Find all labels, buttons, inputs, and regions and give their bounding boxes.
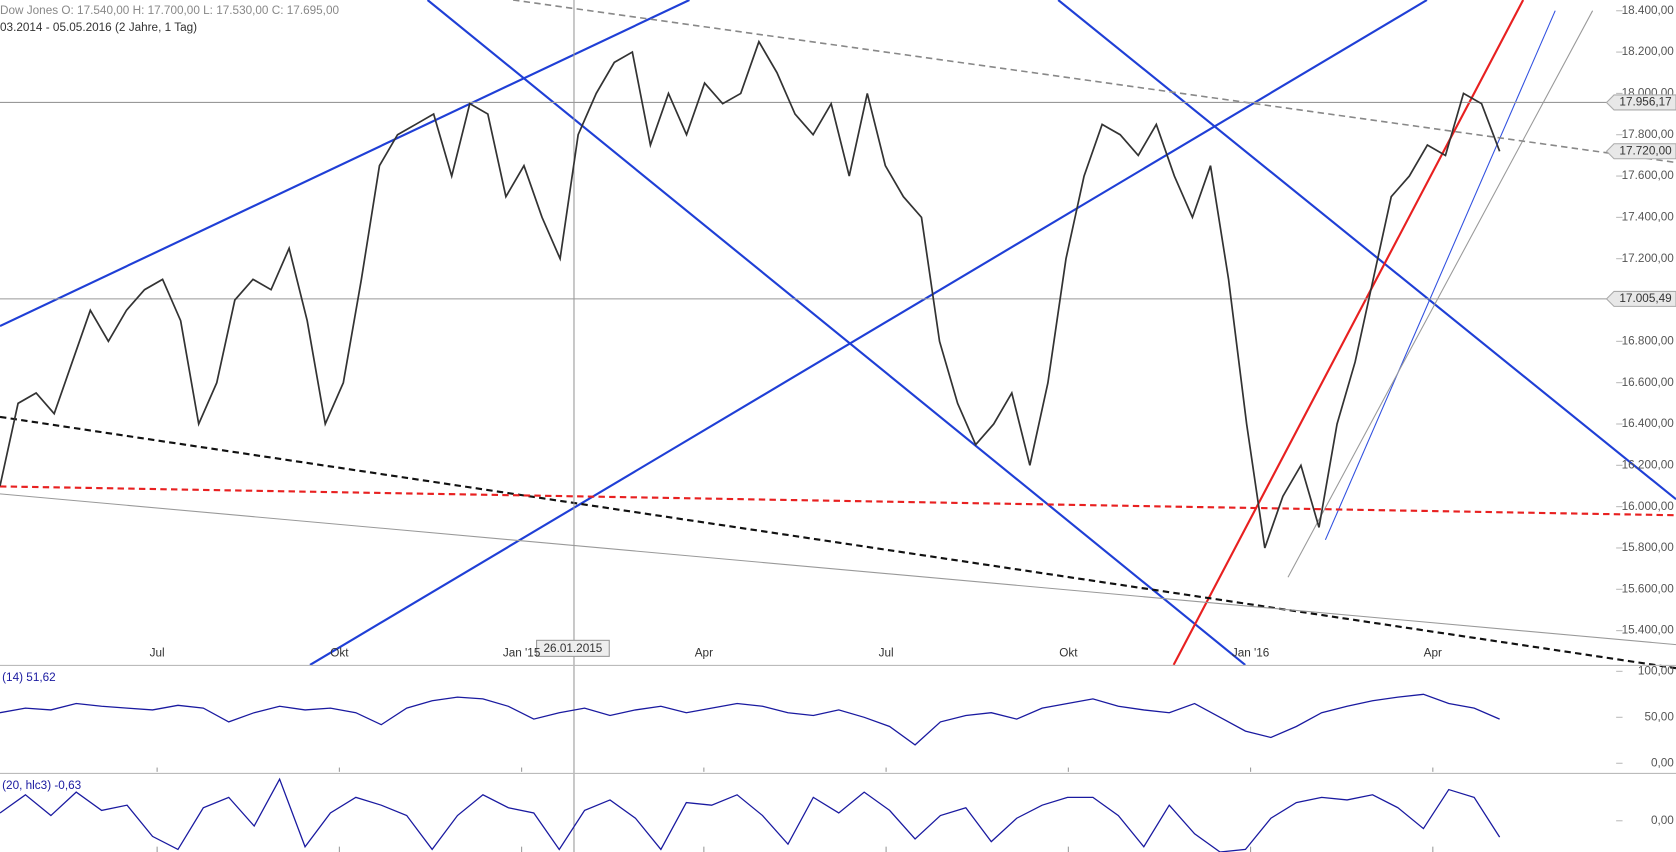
level-label: 17.720,00 xyxy=(1619,144,1672,157)
axis: 0,00 50,00 100,00 xyxy=(1616,664,1674,769)
level-label: 17.005,49 xyxy=(1619,292,1671,305)
y-tick-label: 16.000,00 xyxy=(1622,500,1675,513)
y-tick-label: 0,00 xyxy=(1651,756,1674,769)
level-label-box xyxy=(1605,290,1676,307)
y-tick-label: 17.600,00 xyxy=(1622,169,1675,182)
y-tick-label: 15.400,00 xyxy=(1622,624,1675,637)
indicator-title: (20, hlc3) -0,63 xyxy=(2,779,81,792)
x-tick-label: Okt xyxy=(330,646,349,659)
series-line xyxy=(0,777,1501,852)
y-tick-label: 15.800,00 xyxy=(1622,541,1675,554)
y-tick-label: 50,00 xyxy=(1644,710,1674,723)
trendline xyxy=(0,493,1676,646)
x-tick-label: Jul xyxy=(150,646,165,659)
y-tick-label: 100,00 xyxy=(1638,664,1674,677)
trendline xyxy=(426,0,1246,666)
y-tick-label: 15.600,00 xyxy=(1622,582,1675,595)
trendline xyxy=(512,0,1676,164)
y-tick-label: 18.400,00 xyxy=(1622,4,1675,17)
y-tick-label: 16.200,00 xyxy=(1622,458,1675,471)
series-line xyxy=(0,39,1501,549)
trendline xyxy=(1324,10,1556,541)
y-tick-label: 16.800,00 xyxy=(1622,334,1675,347)
x-tick-label: Jan '16 xyxy=(1232,646,1270,659)
x-tick-label: Apr xyxy=(1424,646,1442,659)
crosshair-label: 26.01.2015 xyxy=(544,642,603,655)
level-label-box xyxy=(1605,94,1676,111)
indicator-title: (14) 51,62 xyxy=(2,671,56,684)
trendline xyxy=(0,0,690,328)
series-line xyxy=(0,693,1500,746)
level-label: 17.956,17 xyxy=(1619,96,1671,109)
trendline xyxy=(1172,0,1525,666)
crosshair-label-box xyxy=(536,639,610,657)
y-tick-label: 0,00 xyxy=(1651,814,1674,827)
trendline xyxy=(0,485,1676,517)
y-tick-label: 17.800,00 xyxy=(1622,128,1675,141)
quote-header: Dow Jones O: 17.540,00 H: 17.700,00 L: 1… xyxy=(0,4,339,17)
y-tick-label: 16.600,00 xyxy=(1622,376,1675,389)
trendline xyxy=(0,415,1676,670)
x-tick-label: Jul xyxy=(879,646,894,659)
trendline xyxy=(309,0,1428,666)
trendline xyxy=(1057,0,1676,501)
x-tick-label: Okt xyxy=(1059,646,1078,659)
y-tick-label: 16.400,00 xyxy=(1622,417,1675,430)
y-tick-label: 18.200,00 xyxy=(1622,45,1675,58)
level-label-box xyxy=(1605,143,1676,160)
x-tick-label: Jan '15 xyxy=(503,646,541,659)
axis: 0,00 xyxy=(1616,814,1674,827)
x-tick-label: Apr xyxy=(695,646,713,659)
plots: 15.400,00 15.600,00 15.800,00 16.000,00 16.2… xyxy=(0,4,1676,852)
y-tick-label: 17.400,00 xyxy=(1622,210,1675,223)
range-header: 03.2014 - 05.05.2016 (2 Jahre, 1 Tag) xyxy=(0,21,197,34)
y-tick-label: 17.200,00 xyxy=(1622,252,1675,265)
trendline xyxy=(1287,10,1594,578)
